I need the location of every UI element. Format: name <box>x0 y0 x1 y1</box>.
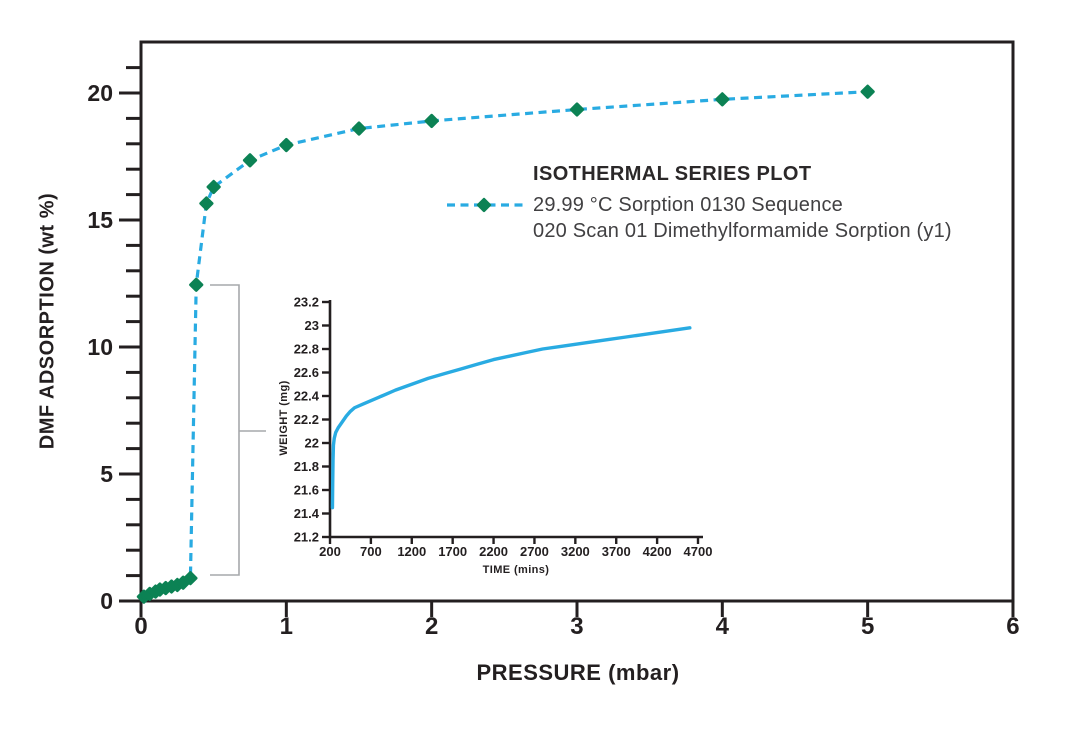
inset-x-tick-label: 1700 <box>438 544 467 559</box>
data-point-marker <box>189 277 204 292</box>
inset-x-tick-label: 4700 <box>684 544 713 559</box>
data-point-marker <box>715 92 730 107</box>
bracket-annotation <box>210 284 266 576</box>
main-y-tick-label: 0 <box>100 588 113 614</box>
weight-kinetics-curve <box>330 326 692 510</box>
data-point-marker <box>424 113 439 129</box>
data-point-marker <box>279 137 294 153</box>
inset-x-tick-label: 3700 <box>602 544 631 559</box>
data-point-marker <box>860 84 875 99</box>
main-x-tick-label: 6 <box>1006 613 1019 640</box>
inset-y-tick-label: 22.8 <box>294 342 319 357</box>
inset-y-tick-label: 21.8 <box>294 459 319 474</box>
inset-y-tick-label: 22.2 <box>294 412 319 427</box>
main-x-tick-label: 1 <box>280 613 293 640</box>
data-point-marker <box>351 121 367 136</box>
main-y-tick-label: 20 <box>87 80 113 106</box>
main-plot-frame <box>139 40 1015 603</box>
data-point-marker <box>242 153 258 168</box>
legend-entry-line1: 29.99 °C Sorption 0130 Sequence <box>533 194 843 216</box>
main-x-tick-label: 4 <box>716 613 730 640</box>
inset-x-tick-label: 700 <box>360 544 382 559</box>
main-x-axis-title: PRESSURE (mbar) <box>476 660 680 685</box>
inset-y-tick-label: 22.6 <box>294 365 319 380</box>
inset-x-tick-label: 1200 <box>397 544 426 559</box>
inset-y-tick-label: 22 <box>305 436 319 451</box>
inset-y-tick-label: 21.6 <box>294 483 319 498</box>
inset-x-tick-label: 2700 <box>520 544 549 559</box>
data-point-marker <box>183 571 198 586</box>
legend-title: ISOTHERMAL SERIES PLOT <box>533 163 812 185</box>
data-point-marker <box>199 196 214 211</box>
data-point-marker <box>206 179 221 195</box>
inset-x-tick-label: 4200 <box>643 544 672 559</box>
inset-y-tick-label: 21.2 <box>294 530 319 545</box>
legend-marker-sample <box>476 197 492 213</box>
inset-y-axis-title: WEIGHT (mg) <box>278 380 290 456</box>
main-y-tick-label: 10 <box>87 334 113 360</box>
main-x-tick-label: 0 <box>134 613 147 640</box>
inset-y-tick-label: 23.2 <box>294 295 319 310</box>
main-x-tick-label: 2 <box>425 613 438 640</box>
main-y-axis-title: DMF ADSORPTION (wt %) <box>36 192 59 450</box>
data-point-marker <box>569 102 585 117</box>
inset-y-tick-label: 22.4 <box>294 389 320 404</box>
main-x-tick-label: 5 <box>861 613 874 640</box>
main-y-tick-label: 5 <box>100 461 113 487</box>
inset-x-tick-label: 3200 <box>561 544 590 559</box>
inset-x-axis-title: TIME (mins) <box>482 564 550 576</box>
main-x-tick-label: 3 <box>570 613 583 640</box>
legend-entry: 29.99 °C Sorption 0130 Sequence 020 Scan… <box>533 192 952 244</box>
inset-x-tick-label: 2200 <box>479 544 508 559</box>
main-y-tick-label: 15 <box>87 207 113 233</box>
inset-y-tick-label: 23 <box>305 318 319 333</box>
legend-entry-line2: 020 Scan 01 Dimethylformamide Sorption (… <box>533 220 952 242</box>
inset-y-tick-label: 21.4 <box>294 506 320 521</box>
inset-x-tick-label: 200 <box>319 544 341 559</box>
